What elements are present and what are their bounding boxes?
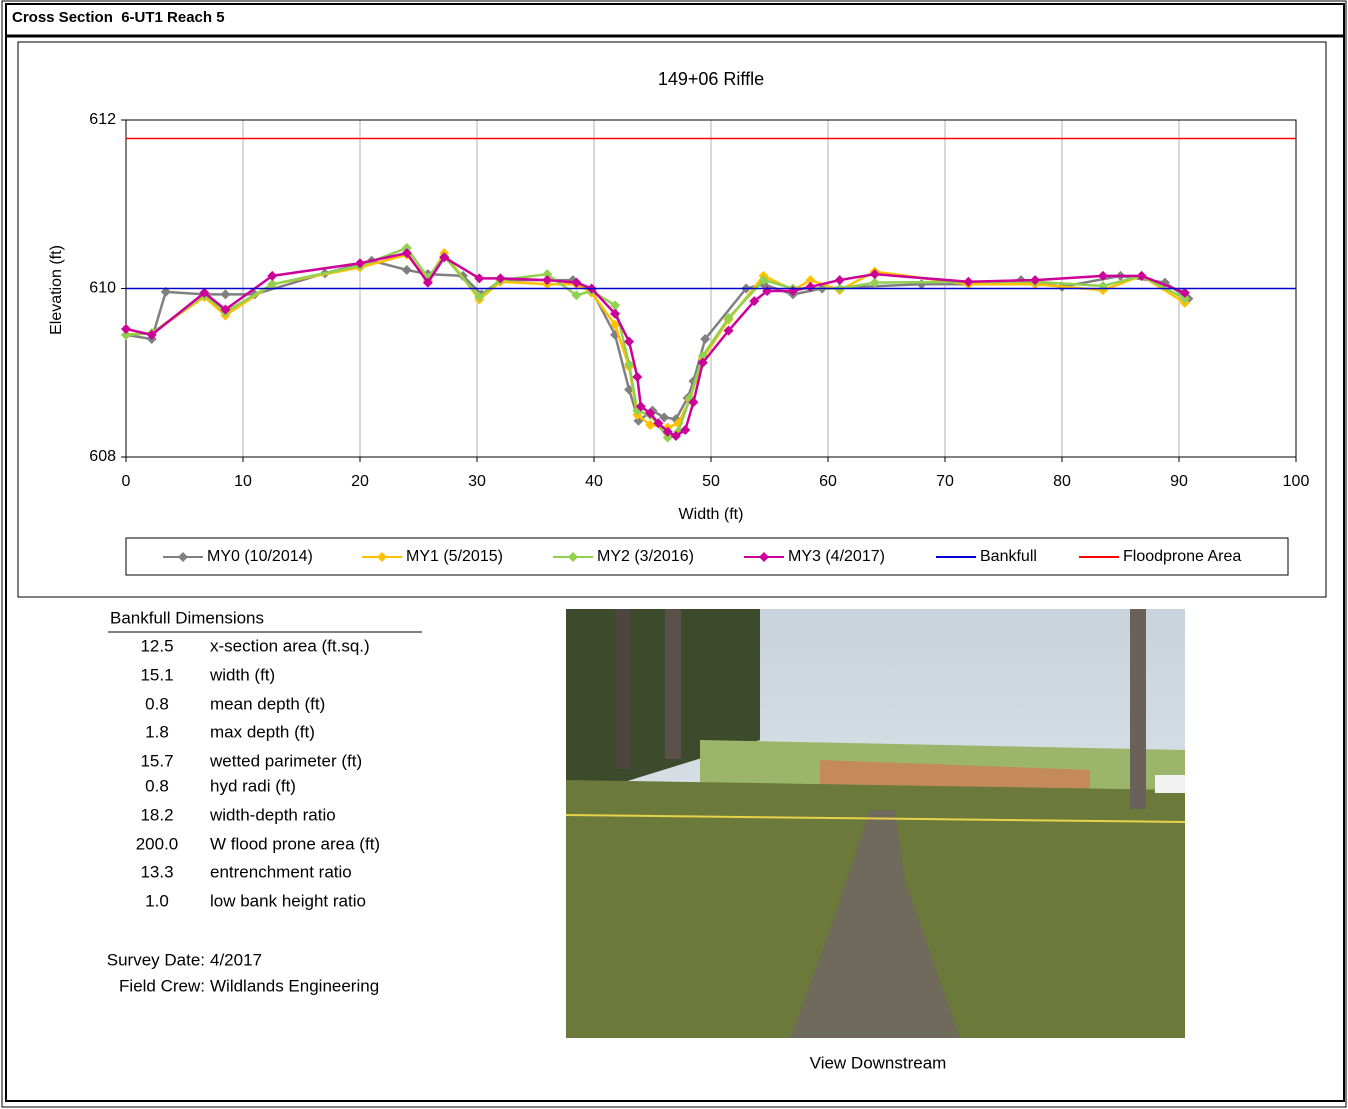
legend-label: MY1 (5/2015) xyxy=(406,548,503,565)
dimension-value: 15.7 xyxy=(140,751,173,770)
x-tick-label: 70 xyxy=(936,473,954,490)
dimension-value: 0.8 xyxy=(145,694,169,713)
legend-label: Floodprone Area xyxy=(1123,548,1241,565)
dimension-label: mean depth (ft) xyxy=(210,694,325,713)
survey-date: 4/2017 xyxy=(210,950,262,969)
dimension-value: 12.5 xyxy=(140,636,173,655)
page: Cross Section 6-UT1 Reach 5 149+06 Riffl… xyxy=(0,0,1348,1109)
legend-label: MY0 (10/2014) xyxy=(207,548,313,565)
page-title: Cross Section 6-UT1 Reach 5 xyxy=(12,9,225,26)
photo-trunk xyxy=(665,609,681,759)
legend-label: MY2 (3/2016) xyxy=(597,548,694,565)
page-canvas: Cross Section 6-UT1 Reach 5 149+06 Riffl… xyxy=(0,0,1348,1109)
x-tick-label: 40 xyxy=(585,473,603,490)
dimensions-title: Bankfull Dimensions xyxy=(110,608,264,627)
dimension-label: width-depth ratio xyxy=(209,805,336,824)
x-tick-label: 90 xyxy=(1170,473,1188,490)
x-tick-label: 0 xyxy=(122,473,131,490)
photo-caption: View Downstream xyxy=(810,1053,947,1072)
dimension-label: hyd radi (ft) xyxy=(210,776,296,795)
photo-trunk xyxy=(615,609,629,769)
dimension-label: x-section area (ft.sq.) xyxy=(210,636,370,655)
dimension-label: width (ft) xyxy=(209,665,275,684)
y-tick-label: 610 xyxy=(89,280,116,297)
x-tick-label: 60 xyxy=(819,473,837,490)
photo-trunk xyxy=(1130,609,1146,809)
dimension-value: 15.1 xyxy=(140,665,173,684)
legend-label: Bankfull xyxy=(980,548,1037,565)
dimension-value: 0.8 xyxy=(145,776,169,795)
dimension-value: 1.8 xyxy=(145,722,169,741)
y-tick-label: 608 xyxy=(89,448,116,465)
legend-label: MY3 (4/2017) xyxy=(788,548,885,565)
dimension-value: 1.0 xyxy=(145,891,169,910)
photo xyxy=(566,609,1185,1038)
dimension-value: 18.2 xyxy=(140,805,173,824)
chart-title: 149+06 Riffle xyxy=(658,69,764,89)
dimension-label: W flood prone area (ft) xyxy=(210,834,380,853)
dimension-label: low bank height ratio xyxy=(210,891,366,910)
survey-date-label: Survey Date: xyxy=(107,950,205,969)
field-crew-label: Field Crew: xyxy=(119,976,205,995)
dimension-label: wetted parimeter (ft) xyxy=(209,751,362,770)
x-tick-label: 10 xyxy=(234,473,252,490)
y-tick-label: 612 xyxy=(89,111,116,128)
dimension-value: 13.3 xyxy=(140,862,173,881)
x-tick-label: 20 xyxy=(351,473,369,490)
dimension-label: entrenchment ratio xyxy=(210,862,352,881)
x-axis-label: Width (ft) xyxy=(679,506,744,523)
dimension-label: max depth (ft) xyxy=(210,722,315,741)
y-axis-label: Elevation (ft) xyxy=(48,245,65,335)
x-tick-label: 100 xyxy=(1283,473,1310,490)
field-crew: Wildlands Engineering xyxy=(210,976,379,995)
dimension-value: 200.0 xyxy=(136,834,179,853)
x-tick-label: 50 xyxy=(702,473,720,490)
x-tick-label: 30 xyxy=(468,473,486,490)
photo-truck xyxy=(1155,775,1185,793)
x-tick-label: 80 xyxy=(1053,473,1071,490)
